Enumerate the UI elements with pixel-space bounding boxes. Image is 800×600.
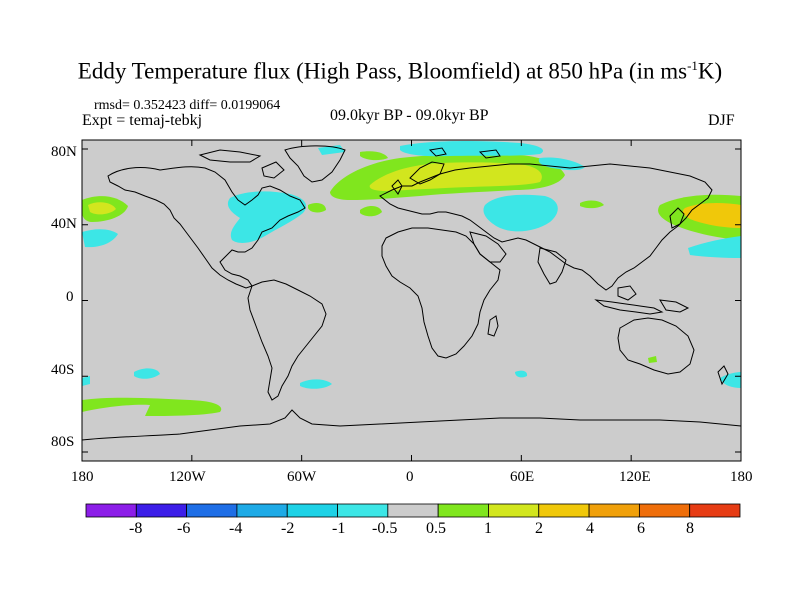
coast-north-america bbox=[107, 166, 306, 289]
patch-south-pacific-green bbox=[82, 397, 222, 416]
colorbar-label: -8 bbox=[129, 520, 143, 537]
colorbar-swatch bbox=[538, 503, 590, 518]
patch-south-atlantic-cyan bbox=[300, 379, 332, 389]
colorbar bbox=[85, 503, 741, 518]
lat-label-0: 0 bbox=[66, 289, 74, 305]
coast-south-america bbox=[247, 279, 327, 401]
coast-novaya bbox=[478, 149, 501, 159]
coast-india bbox=[537, 247, 567, 285]
coast-indonesia bbox=[594, 299, 664, 315]
season-label: DJF bbox=[708, 112, 735, 129]
patch-south-west-small bbox=[82, 376, 90, 386]
coast-borneo bbox=[617, 285, 637, 301]
patch-arctic-cyan bbox=[538, 157, 585, 171]
coast-arctic-canada bbox=[198, 149, 262, 163]
coastlines bbox=[81, 145, 742, 441]
axis-ticks bbox=[81, 140, 742, 461]
experiment-label: Expt = temaj-tebkj bbox=[82, 112, 203, 129]
colorbar-label: 0.5 bbox=[426, 520, 446, 537]
coast-arabia bbox=[469, 231, 507, 263]
colorbar-swatch bbox=[236, 503, 288, 518]
lon-label-60e: 60E bbox=[510, 469, 535, 485]
patch-west-pacific-orange bbox=[682, 203, 741, 228]
colorbar-label: 2 bbox=[535, 520, 543, 537]
patch-east-pacific-cyan bbox=[82, 229, 118, 248]
patch-south-pacific-cyan bbox=[134, 368, 160, 379]
coast-antarctica bbox=[81, 409, 742, 441]
patch-north-america bbox=[227, 191, 307, 243]
colorbar-swatch bbox=[387, 503, 439, 518]
lat-label-80n: 80N bbox=[51, 144, 77, 160]
patch-west-pacific-cyan bbox=[688, 236, 741, 258]
colorbar-swatch bbox=[186, 503, 238, 518]
stats-text: rmsd= 0.352423 diff= 0.0199064 bbox=[94, 98, 281, 113]
lon-label-120w: 120W bbox=[169, 469, 206, 485]
colorbar-label: 4 bbox=[586, 520, 594, 537]
chart-title: Eddy Temperature flux (High Pass, Bloomf… bbox=[77, 58, 723, 84]
lon-label-0: 0 bbox=[406, 469, 414, 485]
lat-label-80s: 80S bbox=[51, 434, 75, 450]
lon-label-60w: 60W bbox=[287, 469, 317, 485]
patch-east-pacific-yellow bbox=[88, 202, 116, 215]
patch-atlantic-green bbox=[308, 202, 326, 213]
colorbar-swatch bbox=[689, 503, 741, 518]
patch-asia-green bbox=[580, 200, 604, 209]
lon-label-180e: 180 bbox=[730, 469, 753, 485]
colorbar-swatch bbox=[85, 503, 137, 518]
coast-australia bbox=[617, 317, 695, 375]
patch-south-indian-small bbox=[648, 356, 657, 363]
coast-new-zealand bbox=[717, 365, 729, 386]
anomaly-patches bbox=[82, 141, 741, 416]
patch-south-indian-cyan bbox=[515, 370, 528, 378]
colorbar-swatch bbox=[337, 503, 389, 518]
colorbar-swatch bbox=[437, 503, 489, 518]
colorbar-swatch bbox=[135, 503, 188, 518]
colorbar-label: -1 bbox=[332, 520, 346, 537]
lon-label-180w: 180 bbox=[71, 469, 94, 485]
colorbar-swatch bbox=[488, 503, 540, 518]
coast-africa bbox=[381, 227, 501, 359]
colorbar-label: 1 bbox=[484, 520, 492, 537]
lat-label-40n: 40N bbox=[51, 216, 77, 232]
patch-north-small-2 bbox=[360, 151, 388, 161]
patch-greenland-cyan bbox=[400, 141, 544, 157]
patch-atlantic-green-2 bbox=[360, 206, 382, 217]
colorbar-swatch bbox=[638, 503, 691, 518]
lat-label-40s: 40S bbox=[51, 362, 75, 378]
patch-central-asia bbox=[483, 194, 558, 232]
colorbar-label: 6 bbox=[637, 520, 645, 537]
colorbar-label: -4 bbox=[229, 520, 243, 537]
lon-label-120e: 120E bbox=[619, 469, 651, 485]
colorbar-swatch bbox=[286, 503, 338, 518]
patch-europe-yellow bbox=[369, 162, 542, 191]
coast-madagascar bbox=[487, 315, 499, 337]
colorbar-label: -0.5 bbox=[372, 520, 398, 537]
colorbar-label: -6 bbox=[177, 520, 191, 537]
coast-svalbard bbox=[428, 147, 447, 157]
coast-greenland bbox=[284, 145, 346, 183]
colorbar-swatch bbox=[588, 503, 640, 518]
period-label: 09.0kyr BP - 09.0kyr BP bbox=[330, 107, 489, 124]
coast-eurasia bbox=[379, 163, 713, 291]
colorbar-label: 8 bbox=[686, 520, 694, 537]
coast-scandinavia bbox=[409, 161, 445, 185]
coast-japan bbox=[669, 207, 685, 229]
coast-uk bbox=[391, 179, 403, 195]
coast-new-guinea bbox=[659, 299, 690, 313]
colorbar-label: -2 bbox=[281, 520, 295, 537]
coast-baffin bbox=[261, 161, 285, 179]
